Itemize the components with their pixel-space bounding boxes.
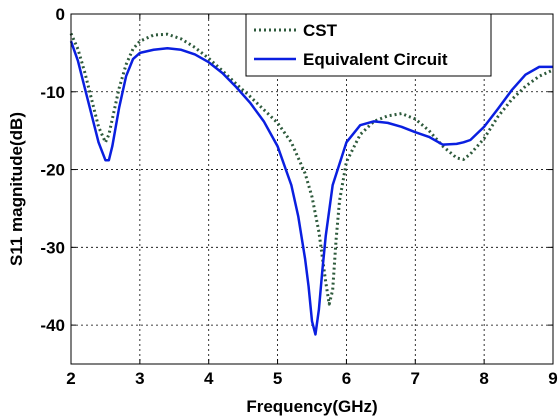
- y-tick-label: -30: [40, 238, 65, 257]
- x-tick-label: 4: [204, 369, 214, 388]
- x-tick-label: 6: [342, 369, 351, 388]
- legend-label-equivalent-circuit: Equivalent Circuit: [303, 50, 448, 69]
- axis-ticks: 2 3 4 5 6 7 8 9 0 -10 -20 -30 -40: [40, 5, 557, 388]
- legend-box: [245, 13, 492, 77]
- x-tick-label: 9: [548, 369, 557, 388]
- x-tick-label: 3: [135, 369, 144, 388]
- legend: CST Equivalent Circuit: [245, 13, 492, 77]
- y-axis-label: S11 magnitude(dB): [7, 112, 26, 266]
- series-line-equivalent-circuit: [69, 40, 553, 336]
- y-tick-label: -10: [40, 83, 65, 102]
- y-tick-label: -20: [40, 161, 65, 180]
- grid: [71, 14, 553, 364]
- legend-label-cst: CST: [303, 21, 338, 40]
- y-tick-label: 0: [56, 5, 65, 24]
- x-axis-label: Frequency(GHz): [246, 397, 377, 416]
- y-tick-label: -40: [40, 316, 65, 335]
- series-line-cst: [69, 32, 554, 306]
- x-tick-label: 5: [273, 369, 282, 388]
- x-tick-label: 8: [479, 369, 488, 388]
- x-tick-label: 7: [411, 369, 420, 388]
- x-tick-label: 2: [66, 369, 75, 388]
- series-layer: [69, 32, 554, 336]
